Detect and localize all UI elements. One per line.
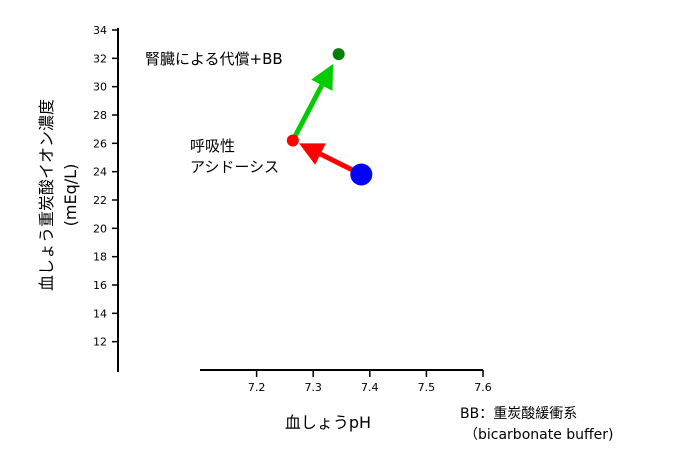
y-tick-label: 16 xyxy=(93,279,107,292)
y-tick-label: 24 xyxy=(93,166,107,179)
footnote-line2: （bicarbonate buffer) xyxy=(464,427,614,443)
arrows xyxy=(292,64,357,174)
x-tick-label: 7.6 xyxy=(474,381,492,394)
y-tick-label: 26 xyxy=(93,137,107,150)
y-tick-label: 32 xyxy=(93,52,107,65)
annotation-respiratory-line1: 呼吸性 xyxy=(190,137,235,155)
arrow-shaft xyxy=(319,151,357,174)
annotation-respiratory-line2: アシドーシス xyxy=(190,158,279,176)
y-tick-label: 20 xyxy=(93,222,107,235)
y-axis-unit: (mEq/L) xyxy=(61,164,80,227)
y-tick-label: 30 xyxy=(93,81,107,94)
arrow-head xyxy=(299,143,326,165)
x-tick-label: 7.2 xyxy=(248,381,266,394)
data-point xyxy=(350,163,373,186)
y-tick-label: 14 xyxy=(93,307,107,320)
y-ticks: 12 14 16 18 20 22 24 26 28 30 32 34 xyxy=(93,24,118,349)
points xyxy=(286,48,373,186)
x-ticks: 7.2 7.3 7.4 7.5 7.6 xyxy=(248,370,492,394)
y-tick-label: 34 xyxy=(93,24,107,37)
arrow-shaft xyxy=(292,84,325,138)
arrow-head xyxy=(311,64,334,91)
data-point xyxy=(332,48,345,61)
x-tick-label: 7.5 xyxy=(418,381,436,394)
x-tick-label: 7.4 xyxy=(361,381,379,394)
annotation-renal-compensation: 腎臓による代償+BB xyxy=(145,50,283,68)
y-tick-label: 22 xyxy=(93,194,107,207)
x-tick-label: 7.3 xyxy=(304,381,322,394)
y-axis-title-group: 血しょう重炭酸イオン濃度 (mEq/L) xyxy=(37,99,80,291)
y-tick-label: 12 xyxy=(93,336,107,349)
y-tick-label: 18 xyxy=(93,251,107,264)
x-axis-title: 血しょうpH xyxy=(285,413,371,432)
footnote-line1: BB：重炭酸緩衝系 xyxy=(460,406,577,422)
y-axis-title: 血しょう重炭酸イオン濃度 xyxy=(37,99,56,291)
y-tick-label: 28 xyxy=(93,109,107,122)
data-point xyxy=(286,134,299,147)
axes xyxy=(117,28,483,372)
